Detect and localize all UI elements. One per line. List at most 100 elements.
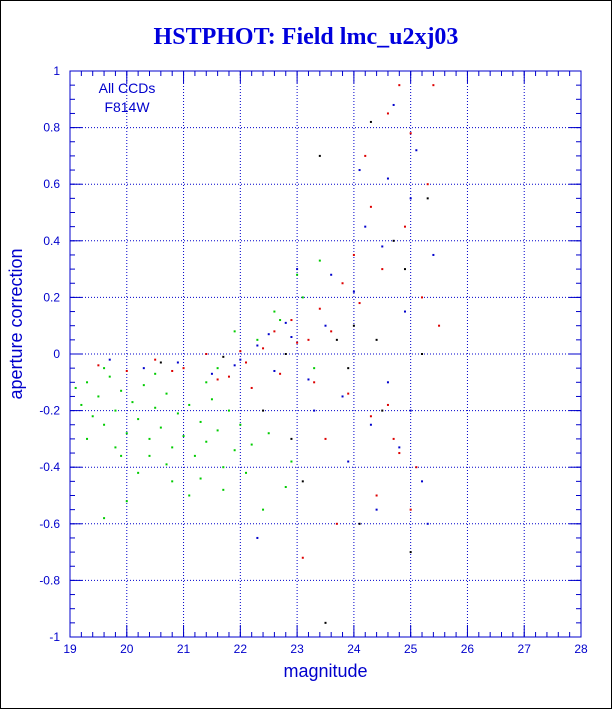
data-point [279, 319, 282, 322]
data-point [267, 333, 270, 336]
data-point [392, 239, 395, 242]
x-tick-label: 19 [63, 642, 77, 656]
x-axis-label: magnitude [283, 661, 367, 681]
data-point [210, 372, 213, 375]
data-point [347, 460, 350, 463]
data-point [381, 245, 384, 248]
data-point [131, 401, 134, 404]
data-point [301, 480, 304, 483]
data-point [125, 369, 128, 372]
data-point [245, 361, 248, 364]
x-tick-label: 21 [177, 642, 191, 656]
data-point [171, 446, 174, 449]
data-point [165, 463, 168, 466]
data-point [262, 409, 265, 412]
data-point [432, 84, 435, 87]
x-tick-label: 20 [120, 642, 134, 656]
data-point [233, 364, 236, 367]
data-point [426, 183, 429, 186]
data-point [432, 253, 435, 256]
x-tick-label: 25 [404, 642, 418, 656]
data-point [403, 268, 406, 271]
data-point [375, 494, 378, 497]
data-point [409, 132, 412, 135]
data-point [409, 197, 412, 200]
data-point [137, 418, 140, 421]
data-point [307, 338, 310, 341]
data-point [409, 508, 412, 511]
data-point [330, 273, 333, 276]
data-point [103, 367, 106, 370]
y-tick-label: -0.6 [39, 517, 60, 531]
data-points [74, 84, 441, 624]
data-point [227, 375, 230, 378]
data-point [386, 381, 389, 384]
data-point [74, 386, 77, 389]
data-point [137, 471, 140, 474]
data-point [426, 522, 429, 525]
data-point [148, 437, 151, 440]
data-point [216, 367, 219, 370]
data-point [358, 522, 361, 525]
data-point [290, 437, 293, 440]
data-point [222, 488, 225, 491]
y-tick-label: -0.4 [39, 460, 60, 474]
y-tick-label: 0 [53, 347, 60, 361]
data-point [369, 120, 372, 123]
data-point [205, 440, 208, 443]
data-point [403, 225, 406, 228]
data-point [290, 319, 293, 322]
data-point [108, 358, 111, 361]
data-point [125, 500, 128, 503]
data-point [114, 409, 117, 412]
data-point [318, 259, 321, 262]
data-point [182, 435, 185, 438]
data-point [369, 205, 372, 208]
data-point [171, 480, 174, 483]
data-point [426, 197, 429, 200]
data-point [205, 353, 208, 355]
data-point [171, 369, 174, 372]
data-point [262, 508, 265, 511]
grid [70, 71, 581, 637]
data-point [256, 344, 259, 347]
data-point [375, 508, 378, 511]
data-point [154, 406, 157, 409]
data-point [352, 290, 355, 293]
data-point [284, 353, 287, 355]
data-point [364, 225, 367, 228]
data-point [403, 310, 406, 313]
data-point [165, 392, 168, 395]
data-point [381, 409, 384, 412]
data-point [86, 437, 89, 440]
data-point [290, 460, 293, 463]
y-tick-label: 0.4 [43, 234, 60, 248]
data-point [279, 372, 282, 375]
data-point [347, 367, 350, 370]
data-point [273, 330, 276, 333]
y-tick-label: -0.2 [39, 404, 60, 418]
data-point [267, 432, 270, 435]
data-point [313, 367, 316, 370]
data-point [352, 324, 355, 327]
data-point [369, 415, 372, 418]
data-point [262, 347, 265, 350]
data-point [142, 367, 145, 370]
legend-line-all-ccds: All CCDs [99, 80, 156, 96]
data-point [188, 494, 191, 497]
data-point [415, 149, 418, 152]
data-point [216, 429, 219, 432]
data-point [125, 432, 128, 435]
data-point [103, 517, 106, 520]
data-point [142, 384, 145, 387]
data-point [273, 369, 276, 372]
data-point [216, 378, 219, 381]
data-point [296, 268, 299, 271]
y-tick-label: 0.8 [43, 121, 60, 135]
data-point [176, 412, 179, 415]
data-point [154, 358, 157, 361]
data-point [398, 84, 401, 87]
data-point [97, 395, 100, 398]
data-point [358, 302, 361, 305]
